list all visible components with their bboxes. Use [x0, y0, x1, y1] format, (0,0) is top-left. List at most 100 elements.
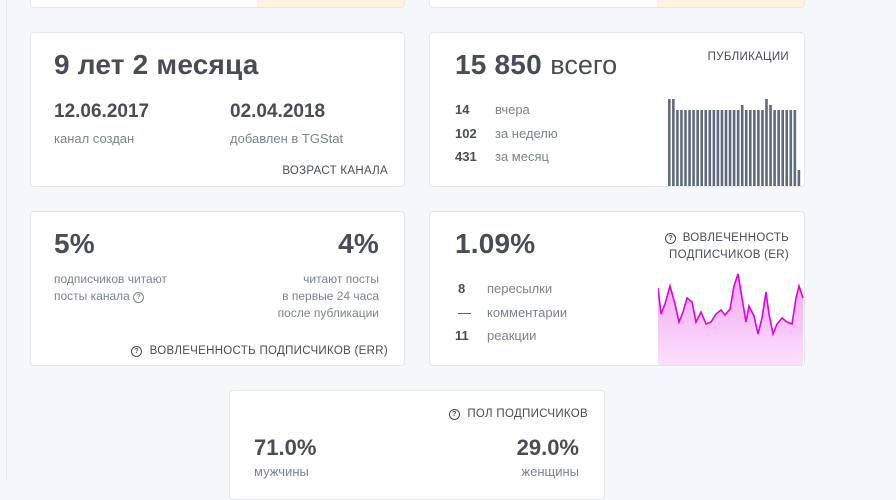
posts-month-value: 431: [455, 149, 477, 164]
posts-bar: [797, 170, 801, 186]
channel-age-value: 9 лет 2 месяца: [54, 49, 259, 80]
posts-week-value: 102: [455, 126, 477, 141]
err-right-value: 4%: [338, 228, 379, 259]
er-forwards-value: 8: [458, 281, 466, 296]
err-left-line2: посты канала: [54, 289, 130, 303]
er-header-line1: ВОВЛЕЧЕННОСТЬ: [682, 232, 789, 244]
posts-row-month: 431 за месяц: [455, 149, 549, 164]
posts-bar: [712, 110, 716, 186]
err-left-value: 5%: [54, 228, 95, 259]
top-card-right: [429, 0, 805, 8]
posts-bar: [692, 110, 695, 186]
er-reactions-value: 11: [455, 328, 469, 343]
posts-bar: [668, 99, 671, 186]
question-icon: ?: [131, 346, 143, 357]
posts-bar: [728, 110, 732, 186]
err-left-text: подписчиков читают посты канала ?: [54, 271, 167, 305]
er-sparkline: [658, 273, 804, 365]
posts-bar: [724, 110, 728, 186]
posts-bar: [749, 110, 752, 186]
er-row-forwards: 8 пересылки: [458, 281, 552, 296]
gender-card: ? ПОЛ ПОДПИСЧИКОВ 71.0% мужчины 29.0% же…: [229, 390, 605, 500]
posts-bar: [688, 110, 691, 186]
posts-bar: [680, 110, 683, 186]
er-sparkline-area: [658, 274, 803, 365]
posts-week-label: за неделю: [495, 126, 558, 141]
top-card-right-highlight: [657, 0, 804, 7]
er-header[interactable]: ? ВОВЛЕЧЕННОСТЬ ПОДПИСЧИКОВ (ER): [665, 230, 789, 264]
posts-bar: [777, 110, 780, 186]
posts-bar: [757, 110, 760, 186]
posts-bar: [761, 110, 764, 186]
er-header-line1-wrap: ? ВОВЛЕЧЕННОСТЬ: [665, 230, 789, 247]
posts-bar: [704, 110, 708, 186]
posts-bar: [676, 110, 679, 186]
gender-header[interactable]: ? ПОЛ ПОДПИСЧИКОВ: [448, 408, 588, 420]
posts-total: 15 850 всего: [455, 49, 617, 81]
created-date: 12.06.2017: [54, 101, 150, 122]
gender-header-label: ПОЛ ПОДПИСЧИКОВ: [467, 408, 588, 420]
channel-age-footer: ВОЗРАСТ КАНАЛА: [282, 165, 388, 177]
top-card-left-highlight: [257, 0, 404, 7]
err-right-line3: после публикации: [277, 306, 379, 320]
male-value: 71.0%: [254, 435, 317, 460]
question-icon: ?: [665, 233, 677, 244]
added-date: 02.04.2018: [230, 101, 326, 122]
er-comments-value: —: [458, 305, 471, 320]
posts-bar-chart: [668, 99, 801, 186]
posts-bar: [700, 110, 703, 186]
er-header-line2: ПОДПИСЧИКОВ (ER): [669, 249, 789, 261]
er-row-comments: — комментарии: [458, 305, 567, 320]
posts-bar: [753, 110, 756, 186]
added-label: добавлен в TGStat: [230, 131, 344, 146]
top-card-left: [30, 0, 405, 8]
left-divider: [6, 0, 7, 480]
err-right-text: читают посты в первые 24 часа после публ…: [278, 271, 379, 322]
posts-bar: [740, 105, 744, 186]
er-value: 1.09%: [455, 228, 536, 259]
er-sparkline-line: [658, 273, 804, 337]
err-card: 5% подписчиков читают посты канала ? 4% …: [30, 211, 405, 366]
channel-age-card: 9 лет 2 месяца 12.06.2017 канал создан 0…: [30, 32, 405, 187]
err-left-line2-wrap: посты канала ?: [54, 288, 167, 305]
posts-total-suffix: всего: [550, 50, 618, 80]
posts-yesterday-label: вчера: [495, 102, 530, 117]
posts-bar: [716, 110, 720, 186]
er-card: 1.09% ? ВОВЛЕЧЕННОСТЬ ПОДПИСЧИКОВ (ER) 8…: [429, 211, 805, 366]
female-value: 29.0%: [516, 435, 579, 460]
posts-bar: [736, 110, 740, 186]
err-right-line2: в первые 24 часа: [282, 289, 379, 303]
posts-row-yesterday: 14 вчера: [455, 102, 530, 117]
posts-yesterday-value: 14: [455, 102, 470, 117]
posts-bar: [789, 110, 793, 186]
posts-bar: [744, 110, 748, 186]
err-footer-label: ВОВЛЕЧЕННОСТЬ ПОДПИСЧИКОВ (ERR): [149, 345, 388, 357]
posts-total-number: 15 850: [455, 49, 542, 80]
posts-header: ПУБЛИКАЦИИ: [707, 51, 789, 63]
female-label: женщины: [521, 464, 579, 479]
posts-bar: [773, 110, 776, 186]
posts-bar: [732, 110, 736, 186]
posts-bar: [769, 105, 772, 186]
posts-bar: [672, 99, 675, 186]
posts-bar: [696, 110, 699, 186]
er-comments-label: комментарии: [487, 305, 568, 320]
male-label: мужчины: [254, 464, 309, 479]
question-icon[interactable]: ?: [133, 292, 145, 303]
posts-row-week: 102 за неделю: [455, 126, 558, 141]
er-reactions-label: реакции: [487, 328, 537, 343]
posts-bar: [708, 110, 712, 186]
er-forwards-label: пересылки: [487, 281, 553, 296]
err-right-line1: читают посты: [303, 272, 379, 286]
posts-bar: [765, 99, 768, 186]
posts-card: 15 850 всего ПУБЛИКАЦИИ 14 вчера 102 за не…: [429, 32, 805, 187]
err-footer[interactable]: ? ВОВЛЕЧЕННОСТЬ ПОДПИСЧИКОВ (ERR): [131, 345, 388, 357]
created-label: канал создан: [54, 131, 135, 146]
posts-month-label: за месяц: [495, 149, 549, 164]
posts-bar: [720, 110, 724, 186]
posts-bar: [793, 110, 797, 186]
er-row-reactions: 11 реакции: [455, 328, 536, 343]
posts-bar: [684, 110, 687, 186]
question-icon: ?: [448, 409, 460, 420]
err-left-line1: подписчиков читают: [54, 272, 167, 286]
